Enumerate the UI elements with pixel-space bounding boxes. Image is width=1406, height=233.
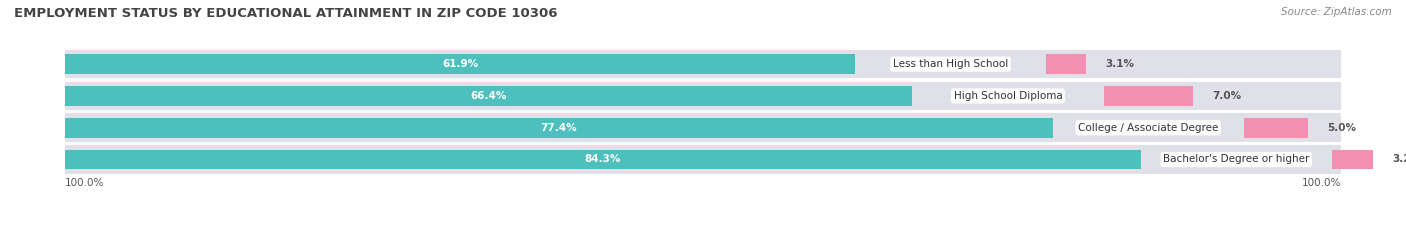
Text: 61.9%: 61.9%: [441, 59, 478, 69]
Bar: [1104, 86, 1192, 106]
Bar: [65, 145, 1341, 174]
Bar: [1331, 150, 1372, 169]
Text: High School Diploma: High School Diploma: [953, 91, 1063, 101]
Bar: [1046, 54, 1085, 74]
Bar: [65, 113, 1341, 142]
Text: 7.0%: 7.0%: [1212, 91, 1241, 101]
Text: 5.0%: 5.0%: [1327, 123, 1355, 133]
Bar: [65, 118, 1053, 137]
Text: Bachelor's Degree or higher: Bachelor's Degree or higher: [1163, 154, 1309, 164]
Text: EMPLOYMENT STATUS BY EDUCATIONAL ATTAINMENT IN ZIP CODE 10306: EMPLOYMENT STATUS BY EDUCATIONAL ATTAINM…: [14, 7, 558, 20]
Text: Less than High School: Less than High School: [893, 59, 1008, 69]
Text: College / Associate Degree: College / Associate Degree: [1078, 123, 1219, 133]
Text: Source: ZipAtlas.com: Source: ZipAtlas.com: [1281, 7, 1392, 17]
Text: 3.2%: 3.2%: [1392, 154, 1406, 164]
Bar: [65, 50, 1341, 79]
Bar: [65, 150, 1140, 169]
Text: 66.4%: 66.4%: [471, 91, 506, 101]
Text: 3.1%: 3.1%: [1105, 59, 1133, 69]
Text: 100.0%: 100.0%: [65, 178, 104, 188]
Text: 100.0%: 100.0%: [1302, 178, 1341, 188]
Bar: [65, 82, 1341, 110]
Text: 77.4%: 77.4%: [540, 123, 576, 133]
Bar: [65, 86, 912, 106]
Bar: [65, 54, 855, 74]
Bar: [1244, 118, 1308, 137]
Text: 84.3%: 84.3%: [585, 154, 621, 164]
